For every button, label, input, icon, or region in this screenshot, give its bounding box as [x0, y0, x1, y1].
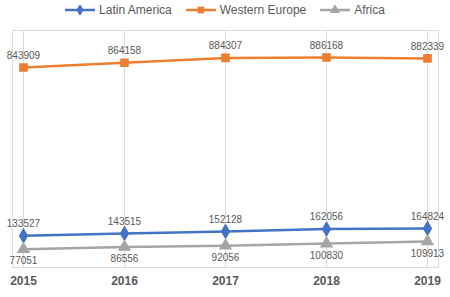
svg-text:2018: 2018	[313, 274, 340, 288]
svg-text:864158: 864158	[108, 45, 142, 56]
svg-text:86556: 86556	[111, 253, 139, 264]
svg-text:162056: 162056	[310, 211, 344, 222]
svg-text:2017: 2017	[212, 274, 239, 288]
svg-text:143515: 143515	[108, 216, 142, 227]
svg-text:2015: 2015	[10, 274, 37, 288]
svg-text:882339: 882339	[411, 41, 445, 52]
svg-text:843909: 843909	[7, 50, 41, 61]
html-text:Latin America: Latin America	[99, 3, 172, 17]
svg-text:77051: 77051	[10, 255, 38, 266]
svg-text:152128: 152128	[209, 214, 243, 225]
svg-text:2019: 2019	[414, 274, 441, 288]
html-text:Africa: Africa	[354, 3, 385, 17]
svg-text:133527: 133527	[7, 218, 41, 229]
svg-text:92056: 92056	[212, 252, 240, 263]
svg-text:2016: 2016	[111, 274, 138, 288]
svg-text:884307: 884307	[209, 40, 243, 51]
svg-text:886168: 886168	[310, 40, 344, 51]
svg-text:109913: 109913	[411, 248, 445, 259]
svg-text:100830: 100830	[310, 250, 344, 261]
svg-text:164824: 164824	[411, 211, 445, 222]
html-text:Western Europe: Western Europe	[219, 3, 307, 17]
